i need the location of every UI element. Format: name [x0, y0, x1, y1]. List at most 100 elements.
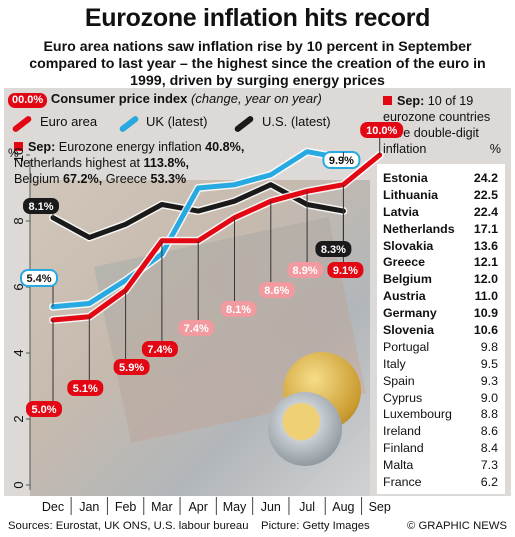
- legend-uk: UK (latest): [146, 114, 208, 129]
- value-label-box: [315, 241, 352, 257]
- note-line3b: Greece: [105, 172, 148, 186]
- table-row-country: Netherlands: [383, 221, 455, 236]
- note-line3a: Belgium: [14, 172, 60, 186]
- table-row-country: Cyprus: [383, 390, 423, 405]
- legend-value-tag: 00.0%: [8, 93, 48, 108]
- value-label-box: [23, 198, 59, 214]
- table-row-country: Germany: [383, 306, 437, 321]
- value-label-box: [258, 282, 295, 298]
- table-intro: Sep: 10 of 19 eurozone countries have do…: [383, 93, 507, 157]
- x-tick-label: Feb: [115, 500, 137, 514]
- value-label-box: [287, 262, 324, 278]
- series-point-1: [233, 183, 236, 187]
- table-row: Greece 12.1: [383, 254, 503, 271]
- x-tick-label: Sep: [369, 500, 391, 514]
- series-point-2: [233, 199, 236, 203]
- y-tick-label: 0: [11, 481, 26, 488]
- table-row: Italy 9.5: [383, 356, 503, 373]
- series-point-1: [269, 173, 273, 177]
- table-lead: Sep:: [397, 94, 425, 108]
- country-table-background: [377, 164, 505, 494]
- y-tick-label: 6: [11, 283, 26, 290]
- table-row-country: Slovakia: [383, 238, 434, 253]
- table-row: Estonia 24.2: [383, 170, 503, 187]
- value-label-box: [178, 320, 215, 336]
- table-row: Slovenia 10.6: [383, 322, 503, 339]
- series-point-2: [196, 209, 200, 213]
- table-row-country: Austria: [383, 289, 426, 304]
- value-label: 7.4%: [184, 323, 209, 335]
- x-tick-label: Mar: [151, 500, 173, 514]
- table-row-value: 24.2: [473, 171, 498, 185]
- table-unit: %: [489, 142, 501, 156]
- value-label: 9.1%: [333, 265, 358, 277]
- one-euro-coin-image: [268, 392, 342, 466]
- table-row: Cyprus 9.0: [383, 390, 503, 407]
- value-label: 5.1%: [73, 383, 98, 395]
- table-row: France 6.2: [383, 474, 503, 491]
- y-tick-label: 2: [11, 415, 26, 422]
- table-row-country: Luxembourg: [383, 407, 452, 422]
- footer-sources-text: Sources: Eurostat, UK ONS, U.S. labour b…: [8, 520, 249, 532]
- table-row-country: Lithuania: [383, 187, 439, 202]
- legend-us: U.S. (latest): [262, 114, 331, 129]
- note-lead: Sep:: [28, 140, 56, 154]
- value-label-box: [113, 359, 150, 375]
- table-row-value: 22.4: [473, 204, 498, 219]
- table-row-value: 8.6: [480, 424, 498, 439]
- value-label: 8.1%: [28, 201, 53, 213]
- table-row-country: Latvia: [383, 204, 419, 219]
- note-bullet: [14, 142, 23, 151]
- value-label-box: [67, 380, 104, 396]
- x-tick-label: Jul: [299, 500, 315, 514]
- table-row-value: 9.8: [480, 339, 498, 354]
- table-row-value: 6.2: [480, 475, 498, 490]
- energy-note: Sep: Eurozone energy inflation 40.8%, Ne…: [14, 139, 364, 187]
- note-line3b-value: 53.3%: [150, 172, 187, 186]
- value-label-box: [322, 151, 361, 169]
- table-row-country: Italy: [383, 356, 406, 371]
- table-row: Belgium 12.0: [383, 271, 503, 288]
- note-line1: Eurozone energy inflation: [58, 140, 202, 154]
- table-row-value: 17.1: [473, 221, 498, 236]
- series-point-2: [160, 203, 164, 206]
- table-row: Portugal 9.8: [383, 339, 503, 356]
- table-row-value: 7.3: [480, 458, 498, 473]
- table-row-value: 9.0: [480, 390, 498, 405]
- y-axis-label: %: [8, 146, 19, 160]
- table-row-value: 12.1: [473, 255, 498, 270]
- series-line-0: [50, 152, 383, 323]
- x-tick-label: Apr: [188, 500, 207, 514]
- value-label-box: [141, 341, 178, 357]
- value-label: 5.9%: [119, 362, 144, 374]
- y-tick-label: 8: [11, 217, 26, 224]
- table-row-value: 9.3: [480, 373, 498, 388]
- value-label-box: [220, 301, 257, 317]
- x-tick-label: Aug: [332, 500, 354, 514]
- country-table: Estonia 24.2 Lithuania 22.5 Latvia 22.4 Nether…: [383, 170, 503, 491]
- footer-picture-credit: Picture: Getty Images: [261, 520, 370, 532]
- table-row-country: France: [383, 475, 422, 490]
- table-row: Luxembourg 8.8: [383, 406, 503, 423]
- value-label: 8.6%: [264, 285, 289, 297]
- value-label: 8.9%: [293, 265, 318, 277]
- table-row-country: Malta: [383, 458, 414, 473]
- page-title: Eurozone inflation hits record: [84, 4, 431, 32]
- note-line2: Netherlands highest at: [14, 156, 141, 170]
- value-label: 8.1%: [226, 304, 251, 316]
- value-label-box: [360, 122, 404, 138]
- table-row-value: 13.6: [473, 238, 498, 253]
- x-tick-label: May: [223, 500, 247, 514]
- table-row-country: Slovenia: [383, 323, 434, 338]
- value-label: 9.9%: [329, 155, 354, 167]
- x-axis-bar: [32, 496, 371, 516]
- y-tick-label: 4: [11, 349, 26, 356]
- table-row-value: 9.5: [480, 356, 498, 371]
- table-row-country: Greece: [383, 255, 426, 270]
- value-label: 5.0%: [31, 404, 56, 416]
- y-tick-label: 10: [11, 148, 26, 162]
- table-row-value: 22.5: [473, 187, 498, 202]
- series-point-1: [124, 278, 128, 282]
- series-point-1: [87, 302, 91, 305]
- table-row: Slovakia 13.6: [383, 238, 503, 255]
